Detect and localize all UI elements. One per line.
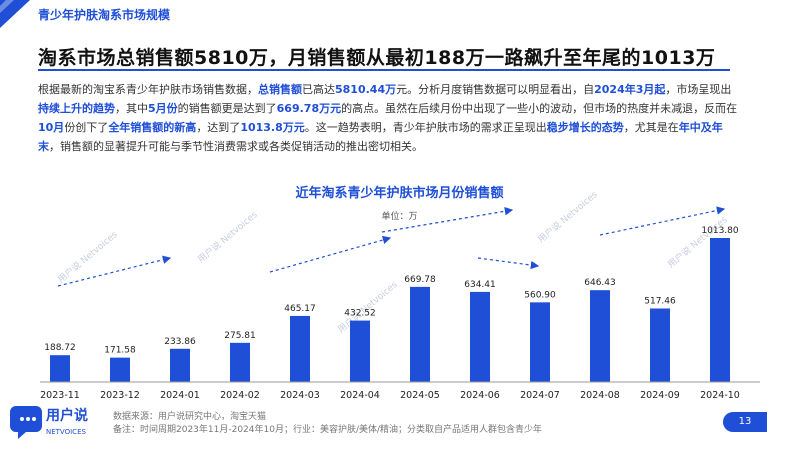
bar-2024-06 — [470, 291, 490, 382]
data-label: 233.86 — [164, 337, 196, 347]
source-text: 数据来源：用户说研究中心，淘宝天猫 — [113, 412, 267, 422]
data-label: 465.17 — [284, 304, 316, 314]
x-tick-label: 2024-04 — [340, 390, 380, 401]
data-label: 275.81 — [224, 331, 256, 341]
x-tick-label: 2024-10 — [700, 390, 740, 401]
bar-2024-07 — [530, 302, 550, 382]
data-label: 517.46 — [644, 297, 676, 307]
summary-paragraph: 根据最新的淘宝系青少年护肤市场销售数据，总销售额已高达5810.44万元。分析月… — [38, 83, 738, 153]
netvoices-logo: 用户说 NETVOICES — [10, 406, 88, 439]
headline-underline — [38, 69, 730, 71]
section-tag: 青少年护肤淘系市场规模 — [38, 8, 171, 22]
bar-2024-02 — [230, 342, 250, 382]
x-tick-label: 2024-08 — [580, 390, 620, 401]
corner-decoration — [0, 0, 30, 28]
data-label: 1013.80 — [701, 226, 738, 236]
bar-2023-12 — [110, 357, 130, 382]
bar-2024-10 — [710, 238, 730, 382]
x-tick-label: 2024-06 — [460, 390, 500, 401]
x-tick-label: 2024-01 — [160, 390, 200, 401]
data-label: 171.58 — [104, 346, 136, 356]
bar-2024-01 — [170, 348, 190, 382]
bar-2023-11 — [50, 355, 70, 382]
data-label: 188.72 — [44, 343, 76, 353]
svg-text:用户说: 用户说 — [46, 407, 88, 424]
x-tick-label: 2024-07 — [520, 390, 560, 401]
bar-2024-03 — [290, 315, 310, 382]
bar-2024-08 — [590, 290, 610, 382]
x-tick-label: 2024-05 — [400, 390, 440, 401]
bar-2024-04 — [350, 320, 370, 382]
data-label: 560.90 — [524, 290, 556, 300]
bar-2024-09 — [650, 308, 670, 382]
page-number: 13 — [723, 412, 767, 432]
x-tick-label: 2023-11 — [40, 390, 80, 401]
trend-arrow — [381, 207, 514, 233]
trend-arrow — [57, 255, 172, 287]
trend-arrows — [57, 206, 726, 287]
chart-title: 近年淘系青少年护肤市场月份销售额 — [295, 186, 504, 201]
data-label: 634.41 — [464, 280, 496, 290]
x-tick-label: 2023-12 — [100, 390, 140, 401]
svg-text:NETVOICES: NETVOICES — [46, 428, 86, 436]
data-label: 646.43 — [584, 278, 616, 288]
data-label: 432.52 — [344, 309, 376, 319]
note-text: 备注：时间周期2023年11月-2024年10月；行业：美容护肤/美体/精油；分… — [113, 425, 543, 435]
page-headline: 淘系市场总销售额5810万，月销售额从最初188万一路飙升至年尾的1013万 — [38, 47, 716, 69]
x-tick-label: 2024-03 — [280, 390, 320, 401]
chart-unit-label: 单位：万 — [381, 212, 418, 222]
x-tick-label: 2024-09 — [640, 390, 680, 401]
trend-arrow — [269, 235, 392, 273]
footnote: 数据来源：用户说研究中心，淘宝天猫 备注：时间周期2023年11月-2024年1… — [113, 411, 542, 437]
data-label: 669.78 — [404, 275, 436, 285]
x-tick-label: 2024-02 — [220, 390, 260, 401]
bar-2024-05 — [410, 286, 430, 382]
trend-arrow — [477, 257, 540, 270]
